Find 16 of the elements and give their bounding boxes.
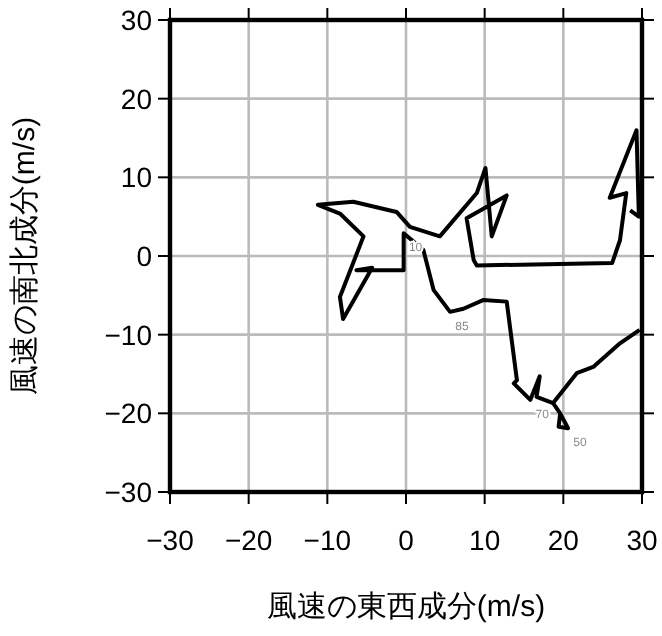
x-tick-label: −10 <box>303 524 352 556</box>
y-tick-label: 20 <box>120 82 153 115</box>
y-tick-label: −30 <box>104 476 153 508</box>
y-axis-title: 風速の南北成分(m/s) <box>8 116 42 396</box>
y-tick-label: −20 <box>104 397 153 430</box>
x-axis-title: 風速の東西成分(m/s) <box>266 590 546 624</box>
y-tick-label: 0 <box>136 240 153 272</box>
x-tick-label: 30 <box>626 524 658 556</box>
x-tick-label: 20 <box>547 524 580 556</box>
y-tick-label: −10 <box>104 318 153 351</box>
x-tick-label: −30 <box>146 524 195 556</box>
y-tick-label: 10 <box>120 161 153 194</box>
x-tick-label: 0 <box>398 524 415 556</box>
x-tick-label: −20 <box>224 524 273 556</box>
y-tick-label: 30 <box>120 4 153 36</box>
x-tick-label: 10 <box>469 524 501 556</box>
